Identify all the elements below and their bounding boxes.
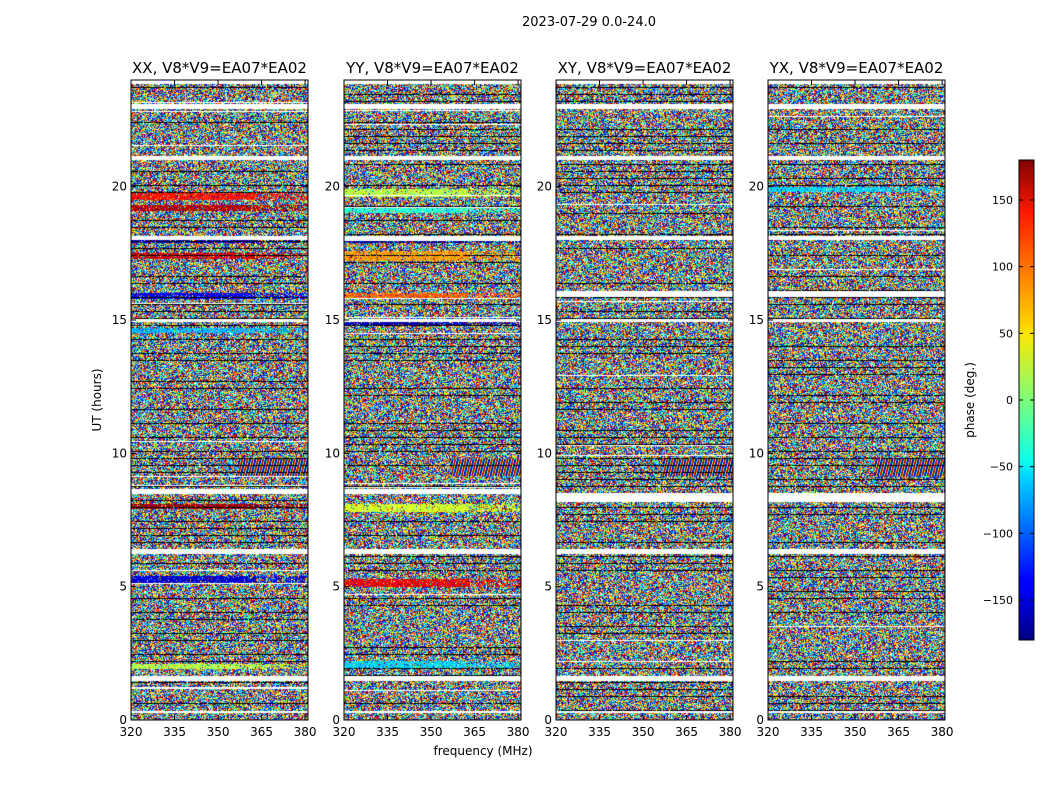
panel-frame xyxy=(555,79,734,721)
x-tick-label: 320 xyxy=(545,725,568,739)
x-tick-label: 350 xyxy=(420,725,443,739)
y-tick-label: 5 xyxy=(756,580,764,594)
phase-heatmap xyxy=(344,80,521,720)
panel-2: XY, V8*V9=EA07*EA02 320 335 350 365 380 0 5 10 15… xyxy=(537,59,742,739)
x-tick-label: 335 xyxy=(800,725,823,739)
y-tick-label: 20 xyxy=(325,180,340,194)
y-tick-label: 10 xyxy=(749,446,764,460)
y-tick-label: 10 xyxy=(325,446,340,460)
x-tick-label: 320 xyxy=(120,725,143,739)
phase-heatmap xyxy=(131,80,308,720)
y-tick-label: 20 xyxy=(112,180,127,194)
x-tick-label: 320 xyxy=(757,725,780,739)
y-tick-label: 5 xyxy=(544,580,552,594)
panel-0: XX, V8*V9=EA07*EA02 320 335 350 365 380 0 5 10 15… xyxy=(112,59,317,739)
y-tick-label: 20 xyxy=(537,180,552,194)
phase-heatmap xyxy=(768,80,945,720)
panel-title: YY, V8*V9=EA07*EA02 xyxy=(345,59,519,77)
colorbar-tick-label: 100 xyxy=(992,261,1013,274)
panel-frame xyxy=(130,79,309,721)
y-tick-label: 0 xyxy=(119,713,127,727)
y-tick-label: 10 xyxy=(112,446,127,460)
x-tick-label: 335 xyxy=(163,725,186,739)
x-axis-label: frequency (MHz) xyxy=(433,744,532,758)
y-tick-label: 0 xyxy=(544,713,552,727)
x-tick-label: 380 xyxy=(931,725,954,739)
panel-1: YY, V8*V9=EA07*EA02 320 335 350 365 380 0 5 10 15… xyxy=(325,59,530,739)
phase-heatmap xyxy=(556,80,733,720)
panel-3: YX, V8*V9=EA07*EA02 320 335 350 365 380 0 5 10 15… xyxy=(749,59,954,739)
y-tick-label: 15 xyxy=(325,313,340,327)
x-tick-label: 365 xyxy=(887,725,910,739)
y-tick-label: 10 xyxy=(537,446,552,460)
x-tick-label: 380 xyxy=(719,725,742,739)
y-tick-label: 15 xyxy=(749,313,764,327)
colorbar-tick-label: 50 xyxy=(999,327,1013,340)
y-tick-label: 0 xyxy=(332,713,340,727)
colorbar-tick-label: −150 xyxy=(983,594,1013,607)
x-tick-label: 365 xyxy=(250,725,273,739)
panel-title: XY, V8*V9=EA07*EA02 xyxy=(558,59,732,77)
x-tick-label: 335 xyxy=(588,725,611,739)
y-tick-label: 5 xyxy=(119,580,127,594)
panel-title: XX, V8*V9=EA07*EA02 xyxy=(132,59,307,77)
y-tick-label: 5 xyxy=(332,580,340,594)
x-tick-label: 365 xyxy=(675,725,698,739)
colorbar-tick-label: −50 xyxy=(990,461,1013,474)
y-tick-label: 0 xyxy=(756,713,764,727)
colorbar-tick-label: −100 xyxy=(983,527,1013,540)
y-axis-label: UT (hours) xyxy=(90,368,104,431)
panel-frame xyxy=(767,79,946,721)
panel-frame xyxy=(343,79,522,721)
figure-suptitle: 2023-07-29 0.0-24.0 xyxy=(522,15,656,30)
x-tick-label: 380 xyxy=(507,725,530,739)
x-tick-label: 365 xyxy=(463,725,486,739)
x-tick-label: 380 xyxy=(294,725,317,739)
colorbar: 150 100 50 0 −50 −100 −150 phase (deg.) xyxy=(963,159,1035,641)
x-tick-label: 350 xyxy=(632,725,655,739)
colorbar-label: phase (deg.) xyxy=(963,362,977,438)
y-tick-label: 15 xyxy=(537,313,552,327)
colorbar-tick-label: 0 xyxy=(1006,394,1013,407)
x-tick-label: 320 xyxy=(333,725,356,739)
x-tick-label: 350 xyxy=(844,725,867,739)
x-tick-label: 335 xyxy=(376,725,399,739)
y-tick-label: 20 xyxy=(749,180,764,194)
x-tick-label: 350 xyxy=(207,725,230,739)
colorbar-tick-label: 150 xyxy=(992,194,1013,207)
y-tick-label: 15 xyxy=(112,313,127,327)
panel-title: YX, V8*V9=EA07*EA02 xyxy=(769,59,944,77)
